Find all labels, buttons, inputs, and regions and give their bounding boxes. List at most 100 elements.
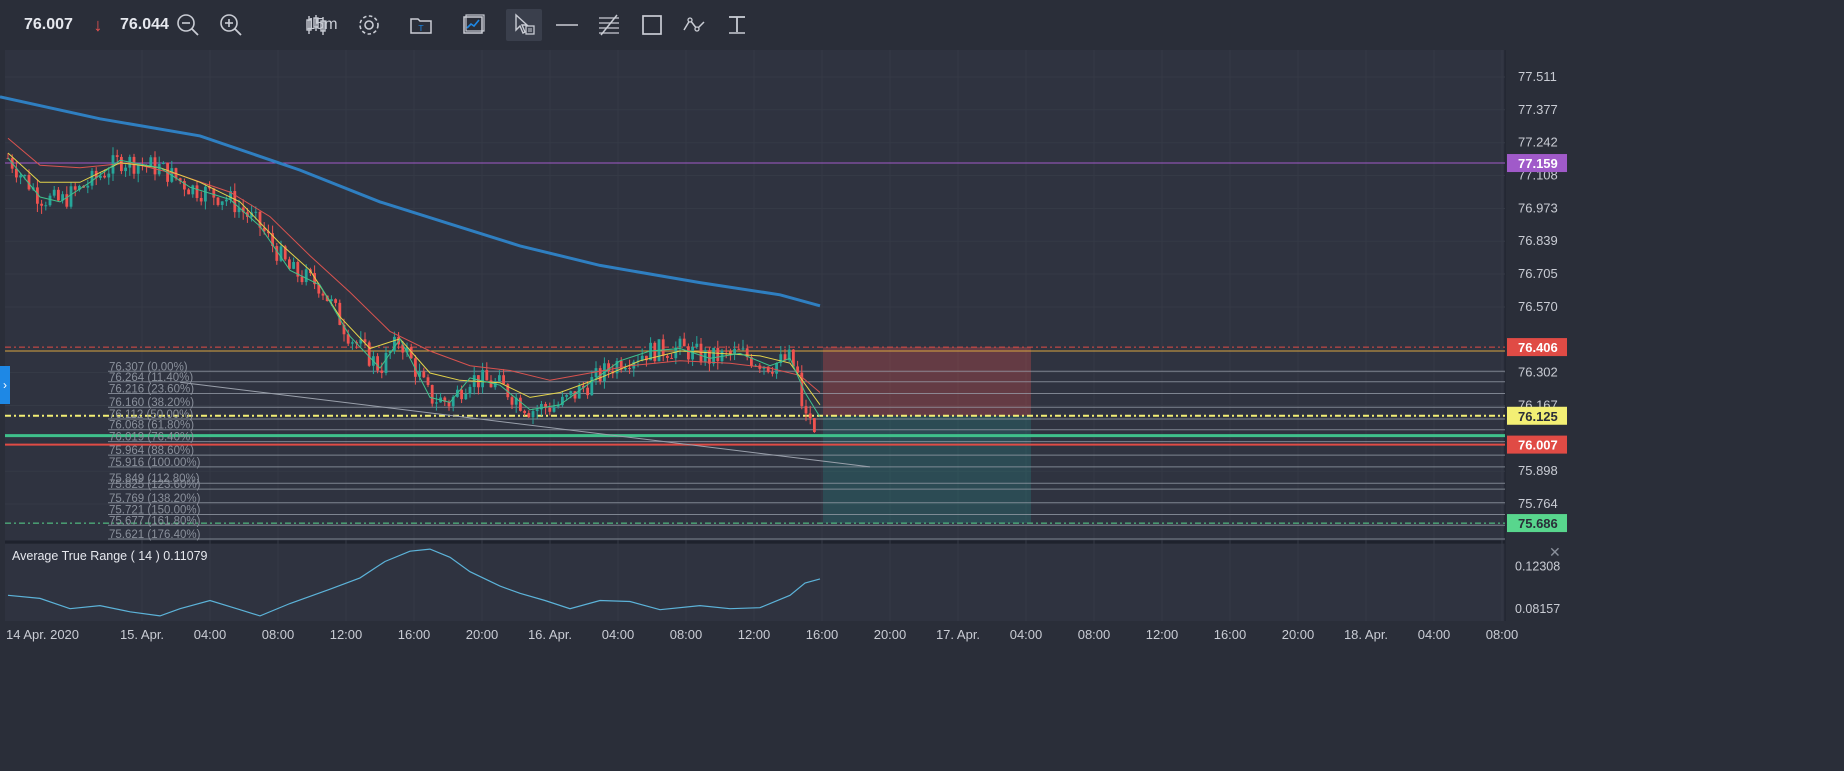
trend-line[interactable] [179,381,871,468]
candle-body [346,334,350,344]
fibonacci-icon[interactable] [589,9,629,41]
time-tick-label: 18. Apr. [1344,627,1388,642]
time-tick-label: 16. Apr. [528,627,572,642]
candle-body [103,175,106,178]
candle-body [640,355,644,361]
candlestick-icon[interactable] [296,9,336,41]
atr-pane: Average True Range ( 14 ) 0.11079 ✕0.1230… [7,545,1561,617]
zoom-out-icon[interactable] [168,9,208,41]
candle-body [204,186,207,202]
candle-body [40,203,43,206]
time-tick-label: 20:00 [874,627,907,642]
close-icon: ✕ [1549,545,1561,561]
folder-icon[interactable]: T [401,9,441,41]
candle-body [65,194,69,207]
candle-body [216,197,220,205]
fib-level-label: 76.264 (11.40%) [109,372,193,384]
candle-body [124,167,127,172]
price-tick-label: 76.705 [1518,266,1558,281]
candle-body [519,397,522,411]
candle-body [132,156,136,174]
horizontal-lines[interactable] [5,162,1505,524]
time-tick-label: 12:00 [1146,627,1179,642]
candle-body [712,347,715,364]
candle-body [447,401,451,407]
candle-body [292,261,295,269]
candle-body [57,189,60,201]
time-tick-label: 12:00 [738,627,771,642]
fib-level-label: 75.769 (138.20%) [109,493,201,505]
candle-body [506,384,510,398]
candle-body [569,391,573,395]
candle-body [514,397,518,405]
text-icon[interactable] [717,9,757,41]
candle-body [363,339,367,343]
time-tick-label: 16:00 [1214,627,1247,642]
expand-panel-tab[interactable]: › [0,366,10,404]
time-tick-label: 04:00 [194,627,227,642]
candle-body [380,370,384,373]
candle-body [334,299,337,303]
fib-level-label: 76.216 (23.60%) [109,384,194,396]
candle-body [61,194,64,201]
time-tick-label: 20:00 [466,627,499,642]
candle-body [741,348,745,350]
price-tick-label: 76.570 [1518,299,1558,314]
candle-body [208,186,211,189]
candle-body [418,371,421,377]
ma-green-line [7,157,821,418]
candle-body [86,185,90,188]
price-axis[interactable]: 77.51177.37777.24277.10876.97376.83976.7… [1518,69,1558,511]
candle-body [296,261,300,277]
candle-body [435,402,438,404]
candle-body [531,411,535,418]
rectangle-icon[interactable] [632,9,672,41]
time-axis[interactable]: 14 Apr. 2020 15. Apr. 04:00 08:00 12:00 16:00… [6,627,1518,642]
candle-body [766,366,770,373]
candle-body [544,404,547,408]
position-box[interactable] [823,347,1031,524]
gear-icon[interactable] [349,9,389,41]
candle-body [300,276,304,283]
candle-body [199,197,203,202]
candle-body [670,357,673,359]
candle-body [288,259,291,269]
candle-body [502,375,505,385]
main-plot-area [5,50,1505,541]
price-tag-label: 76.406 [1518,340,1558,355]
chart-image-icon[interactable] [453,9,493,41]
price-chart[interactable]: 76.307 (0.00%)76.264 (11.40%)76.216 (23.… [0,50,1844,771]
atr-tick-label: 0.12308 [1515,560,1560,574]
candle-body [716,347,720,362]
horizontal-line-icon[interactable] [547,9,587,41]
candle-body [409,347,413,359]
candle-body [540,404,543,410]
candle-body [69,186,73,207]
fibonacci-retracement[interactable]: 76.307 (0.00%)76.264 (11.40%)76.216 (23.… [108,361,1505,541]
candle-body [44,205,48,207]
zoom-in-icon[interactable] [211,9,251,41]
fib-level-label: 76.307 (0.00%) [109,361,188,373]
cursor-icon[interactable] [506,9,542,41]
candle-body [342,324,346,335]
price-tick-label: 75.764 [1518,496,1558,511]
candle-body [149,157,153,166]
candle-body [813,418,816,433]
fib-level-label: 75.721 (150.00%) [109,505,201,517]
candle-body [674,347,678,359]
candle-body [254,211,258,213]
candle-body [27,174,31,190]
candle-body [792,349,795,367]
candle-body [796,366,799,373]
atr-line [7,548,821,617]
fib-level-label: 75.677 (161.80%) [109,515,201,527]
path-icon[interactable] [675,9,715,41]
candle-body [729,351,732,354]
candle-body [187,189,190,195]
price-tag-label: 75.686 [1518,516,1558,531]
candle-body [628,368,631,370]
candle-body [800,372,804,407]
candle-body [157,164,161,175]
candle-body [645,355,648,361]
candle-body [36,187,39,204]
